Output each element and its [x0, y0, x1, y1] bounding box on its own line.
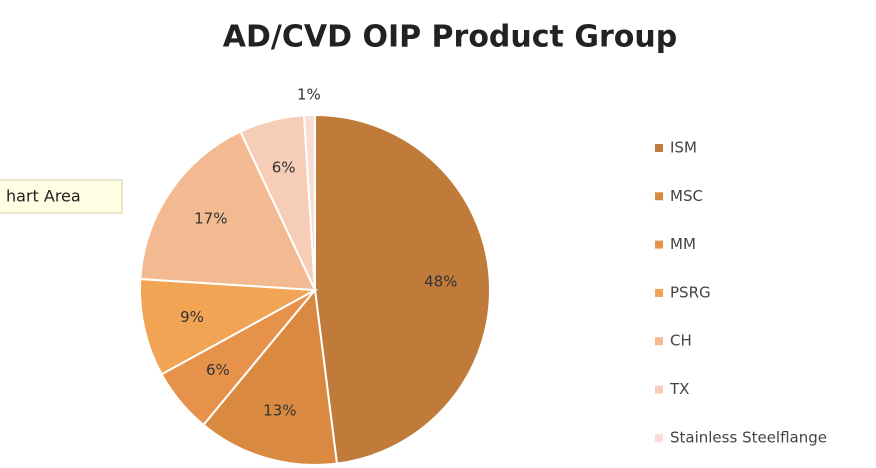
chart-title: AD/CVD OIP Product Group	[223, 20, 677, 55]
legend-swatch	[655, 385, 663, 394]
slice-label: 9%	[180, 308, 204, 326]
legend-label: MM	[670, 235, 696, 253]
legend-label: Stainless Steelflange	[670, 428, 827, 446]
pie-slice	[139, 130, 317, 292]
slice-label: 17%	[194, 210, 227, 228]
tooltip-text: hart Area	[6, 187, 81, 206]
legend-label: ISM	[670, 139, 697, 157]
slice-label: 48%	[424, 273, 457, 291]
legend-swatch	[655, 192, 663, 201]
legend-swatch	[655, 144, 663, 152]
legend-label: CH	[670, 332, 692, 350]
legend-swatch	[655, 288, 663, 297]
legend-label: PSRG	[670, 283, 711, 301]
legend-label: MSC	[670, 187, 703, 205]
slice-label: 1%	[297, 86, 321, 104]
legend-label: TX	[669, 380, 689, 398]
pie-slice	[314, 113, 491, 465]
slice-label: 6%	[206, 361, 230, 379]
pie-slice	[139, 277, 319, 376]
pie-slice	[302, 113, 316, 291]
pie-slice	[202, 287, 339, 466]
legend-swatch	[655, 240, 663, 249]
legend-swatch	[655, 433, 663, 442]
tooltip-box	[0, 179, 123, 214]
tooltip: hart Area	[0, 179, 123, 214]
legend-swatch	[655, 337, 663, 346]
slice-label: 13%	[263, 401, 296, 419]
slice-label: 6%	[272, 158, 296, 176]
